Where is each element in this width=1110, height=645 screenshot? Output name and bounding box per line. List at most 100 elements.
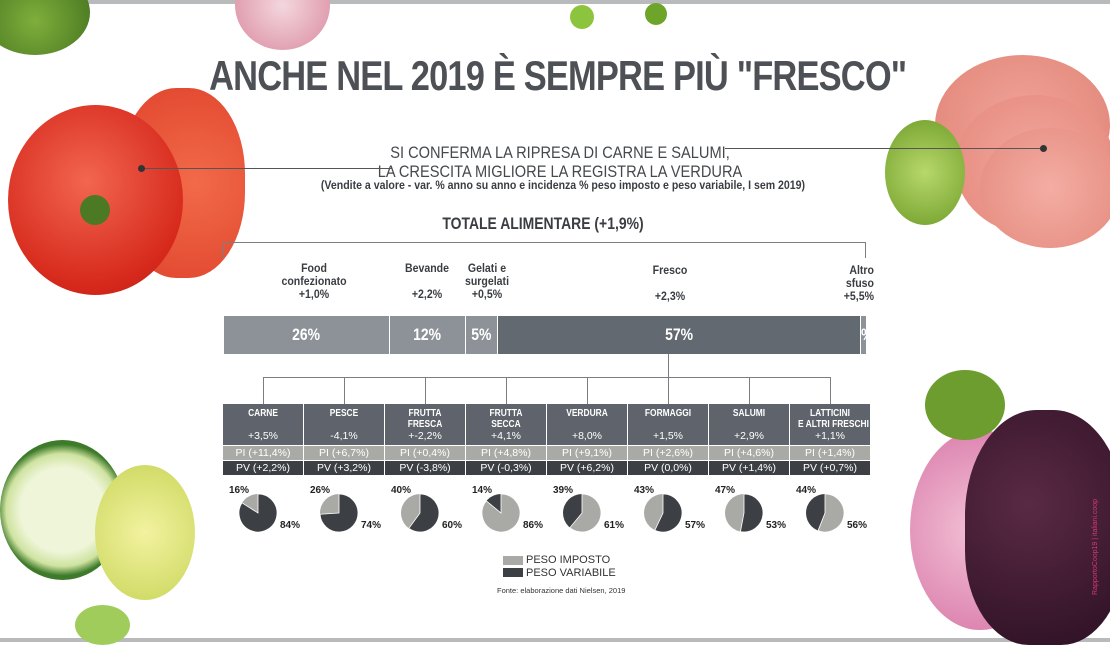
pie-slice-large <box>408 493 440 533</box>
leaf-decoration <box>75 605 130 645</box>
pie-label-small: 26% <box>310 485 331 496</box>
bar-segment: 5% <box>465 316 498 354</box>
category-change: +5,5% <box>843 289 874 303</box>
table-column: FORMAGGI +1,5% PI (+2,6%) PV (0,0%) <box>628 404 708 475</box>
category-change: +2,2% <box>411 287 443 301</box>
pie-label-large: 53% <box>766 520 787 531</box>
bar-segment: 26% <box>224 316 390 354</box>
connector-horizontal <box>263 377 831 378</box>
table-column: CARNE +3,5% PI (+11,4%) PV (+2,2%) <box>223 404 303 475</box>
bracket-top <box>223 242 866 243</box>
table-column: LATTICINI E ALTRI FRESCHI +1,1% PI (+1,4%)… <box>790 404 870 475</box>
connector-fresco <box>668 354 669 377</box>
column-header: VERDURA +8,0% <box>547 404 627 445</box>
legend-label-pv: PESO VARIABILE <box>526 567 616 579</box>
pv-value: PV (+2,2%) <box>223 461 303 475</box>
pv-value: PV (+0,7%) <box>790 461 870 475</box>
pie-chart <box>481 493 521 533</box>
pie-slice-large <box>238 493 278 533</box>
pv-value: PV (-0,3%) <box>466 461 546 475</box>
pie-label-large: 60% <box>442 520 463 531</box>
bar-segment-label: 57% <box>664 325 693 344</box>
connector-vertical <box>587 377 588 404</box>
pv-value: PV (0,0%) <box>628 461 708 475</box>
connector-vertical <box>263 377 264 404</box>
pie-label-small: 14% <box>472 485 493 496</box>
pie-chart <box>401 493 440 533</box>
pie-label-small: 39% <box>553 485 574 496</box>
peas-decoration <box>570 5 594 29</box>
category-label-gelati: Gelati e surgelati +0,5% <box>459 262 515 301</box>
lemon-decoration <box>95 465 195 600</box>
category-name: Fresco <box>652 263 688 277</box>
column-change: +2,9% <box>733 430 765 442</box>
pi-value: PI (+1,4%) <box>790 446 870 460</box>
column-name: LATTICINI E ALTRI FRESCHI <box>798 407 869 430</box>
leader-line-right <box>725 148 1043 149</box>
peas-decoration <box>645 3 667 25</box>
category-name: Food <box>301 261 327 275</box>
bar-segment: 12% <box>389 316 466 354</box>
bracket-right <box>865 242 866 258</box>
pie-label-large: 86% <box>523 520 544 531</box>
pie-slice-large <box>481 493 521 533</box>
legend-swatch-pi <box>503 556 523 565</box>
pie-chart <box>319 493 359 533</box>
category-change: +2,3% <box>654 289 686 303</box>
category-change: +0,5% <box>471 287 503 301</box>
connector-vertical <box>344 377 345 404</box>
bar-segment-label: 12% <box>413 325 442 344</box>
pie-label-large: 57% <box>685 520 706 531</box>
chart-note: (Vendite a valore - var. % anno su anno … <box>320 178 806 192</box>
pie-label-large: 61% <box>604 520 625 531</box>
column-name: FORMAGGI <box>644 407 692 419</box>
category-label-bevande: Bevande +2,2% <box>399 262 455 301</box>
connector-vertical <box>830 377 831 404</box>
pie-label-small: 44% <box>796 485 817 496</box>
table-column: SALUMI +2,9% PI (+4,6%) PV (+1,4%) <box>709 404 789 475</box>
eggplant-cap-decoration <box>925 370 1005 440</box>
connector-vertical <box>668 377 669 404</box>
lettuce-decoration <box>885 120 965 225</box>
eggplant-decoration <box>965 410 1110 645</box>
bar-segment-label: 1% <box>861 325 866 345</box>
column-header: FORMAGGI +1,5% <box>628 404 708 445</box>
pie-label-large: 74% <box>361 520 382 531</box>
table-column: FRUTTA FRESCA +-2,2% PI (+0,4%) PV (-3,8%) <box>385 404 465 475</box>
pie-slice-large <box>319 493 359 533</box>
category-name: sfuso <box>845 276 874 290</box>
column-change: +1,1% <box>814 430 846 442</box>
column-header: FRUTTA SECCA +4,1% <box>466 404 546 445</box>
total-title: TOTALE ALIMENTARE (+1,9%) <box>442 214 644 233</box>
bar-segment-label: 26% <box>292 325 321 344</box>
pie-label-small: 47% <box>715 485 736 496</box>
pv-value: PV (+1,4%) <box>709 461 789 475</box>
column-name: PESCE <box>329 407 359 419</box>
broccoli-decoration <box>0 0 90 55</box>
leader-line-left <box>142 168 392 169</box>
pv-value: PV (-3,8%) <box>385 461 465 475</box>
table-column: PESCE -4,1% PI (+6,7%) PV (+3,2%) <box>304 404 384 475</box>
category-change: +1,0% <box>298 287 330 301</box>
pie-slice-large <box>569 493 602 533</box>
pie-chart <box>238 493 278 533</box>
side-credit: RapportoCoop19 | italiani.coop <box>1092 499 1099 595</box>
pie-slice-large <box>739 493 764 533</box>
column-change: +3,5% <box>247 430 279 442</box>
pie-chart <box>806 493 845 533</box>
category-name: Altro <box>849 263 874 277</box>
subtitle-line-2: LA CRESCITA MIGLIORE LA REGISTRA LA VERD… <box>377 162 743 181</box>
column-name: FRUTTA SECCA <box>489 407 523 430</box>
table-column: VERDURA +8,0% PI (+9,1%) PV (+6,2%) <box>547 404 627 475</box>
subtitle-line-1: SI CONFERMA LA RIPRESA DI CARNE E SALUMI… <box>390 143 730 162</box>
bracket-left <box>223 242 224 258</box>
page-title: ANCHE NEL 2019 È SEMPRE PIÙ "FRESCO" <box>209 52 907 99</box>
pv-value: PV (+6,2%) <box>547 461 627 475</box>
pie-label-small: 43% <box>634 485 655 496</box>
category-name: surgelati <box>464 274 509 288</box>
pie-slice-large <box>817 493 845 533</box>
pi-value: PI (+4,8%) <box>466 446 546 460</box>
category-label-fresco: Fresco +2,3% <box>630 264 710 303</box>
column-change: +4,1% <box>490 430 522 442</box>
pi-value: PI (+4,6%) <box>709 446 789 460</box>
